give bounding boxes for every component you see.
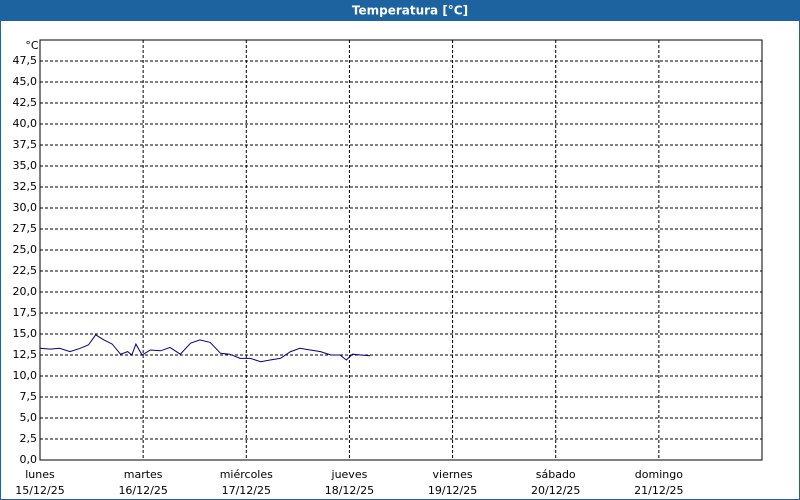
y-tick-label: 5,0 [20,411,38,424]
y-unit: °C [25,39,39,52]
plot-frame [39,39,763,461]
y-tick-label: 37,5 [13,138,38,151]
x-tick-date: 18/12/25 [325,484,374,497]
x-tick-date: 20/12/25 [531,484,580,497]
x-tick-label: viernes [433,468,473,481]
y-tick-label: 10,0 [13,369,38,382]
y-tick-label: 17,5 [13,306,38,319]
x-tick-label: miércoles [220,468,273,481]
chart-title: Temperatura [°C] [352,4,468,18]
x-tick-date: 15/12/25 [15,484,64,497]
x-tick-date: 16/12/25 [118,484,167,497]
y-tick-label: 15,0 [13,327,38,340]
y-tick-label: 45,0 [13,75,38,88]
y-tick-label: 30,0 [13,201,38,214]
title-bar [0,0,800,21]
y-tick-label: 27,5 [13,222,38,235]
x-tick-date: 21/12/25 [634,484,683,497]
y-tick-label: 20,0 [13,285,38,298]
x-tick-label: jueves [331,468,368,481]
x-tick-label: lunes [25,468,55,481]
y-tick-label: 0,0 [20,453,38,466]
y-tick-label: 25,0 [13,243,38,256]
y-tick-label: 35,0 [13,159,38,172]
y-tick-label: 7,5 [20,390,38,403]
y-tick-label: 42,5 [13,96,38,109]
y-tick-label: 22,5 [13,264,38,277]
data-line [39,334,371,363]
y-tick-label: 2,5 [20,432,38,445]
x-tick-label: sábado [536,468,576,481]
x-tick-date: 17/12/25 [222,484,271,497]
x-tick-label: martes [124,468,163,481]
y-tick-label: 12,5 [13,348,38,361]
y-tick-label: 40,0 [13,117,38,130]
x-tick-date: 19/12/25 [428,484,477,497]
x-tick-label: domingo [635,468,683,481]
y-tick-label: 47,5 [13,54,38,67]
y-tick-label: 32,5 [13,180,38,193]
